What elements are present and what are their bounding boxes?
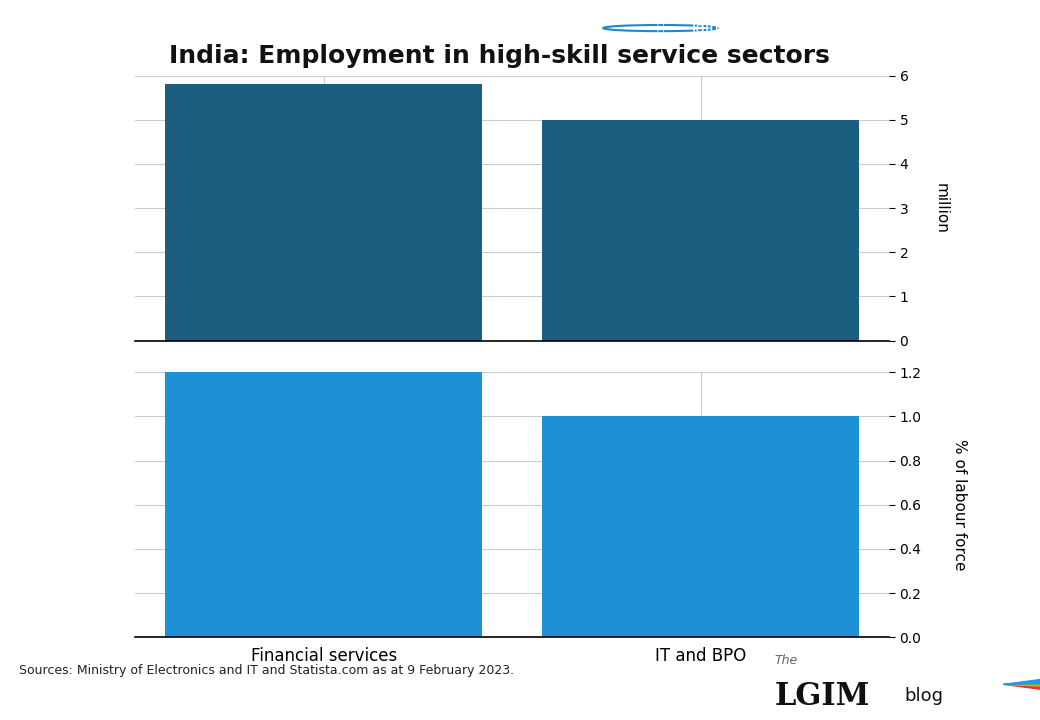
Y-axis label: million: million — [934, 183, 948, 233]
Circle shape — [603, 25, 718, 31]
Wedge shape — [1004, 678, 1040, 684]
Text: blog: blog — [905, 687, 944, 706]
Y-axis label: % of labour force: % of labour force — [953, 439, 967, 570]
Text: 🌐: 🌐 — [656, 22, 665, 35]
Text: India: Employment in high-skill service sectors: India: Employment in high-skill service … — [168, 45, 830, 68]
Wedge shape — [1004, 684, 1040, 688]
Text: 🐦: 🐦 — [910, 21, 919, 35]
Text: Febuary 2022: Febuary 2022 — [16, 21, 133, 35]
Text: LGIM: LGIM — [775, 680, 870, 712]
Text: lgimblog.com: lgimblog.com — [692, 21, 796, 35]
Wedge shape — [1004, 684, 1040, 690]
Text: |: | — [109, 20, 114, 36]
Bar — [165, 84, 482, 341]
Bar — [543, 416, 859, 637]
Bar — [543, 120, 859, 341]
Text: The: The — [775, 654, 798, 667]
Wedge shape — [1004, 681, 1040, 684]
Text: @LGIM: @LGIM — [952, 20, 1005, 36]
Text: Markets and economics: Markets and economics — [125, 21, 306, 35]
Text: Sources: Ministry of Electronics and IT and Statista.com as at 9 February 2023.: Sources: Ministry of Electronics and IT … — [19, 665, 514, 678]
Bar — [165, 372, 482, 637]
